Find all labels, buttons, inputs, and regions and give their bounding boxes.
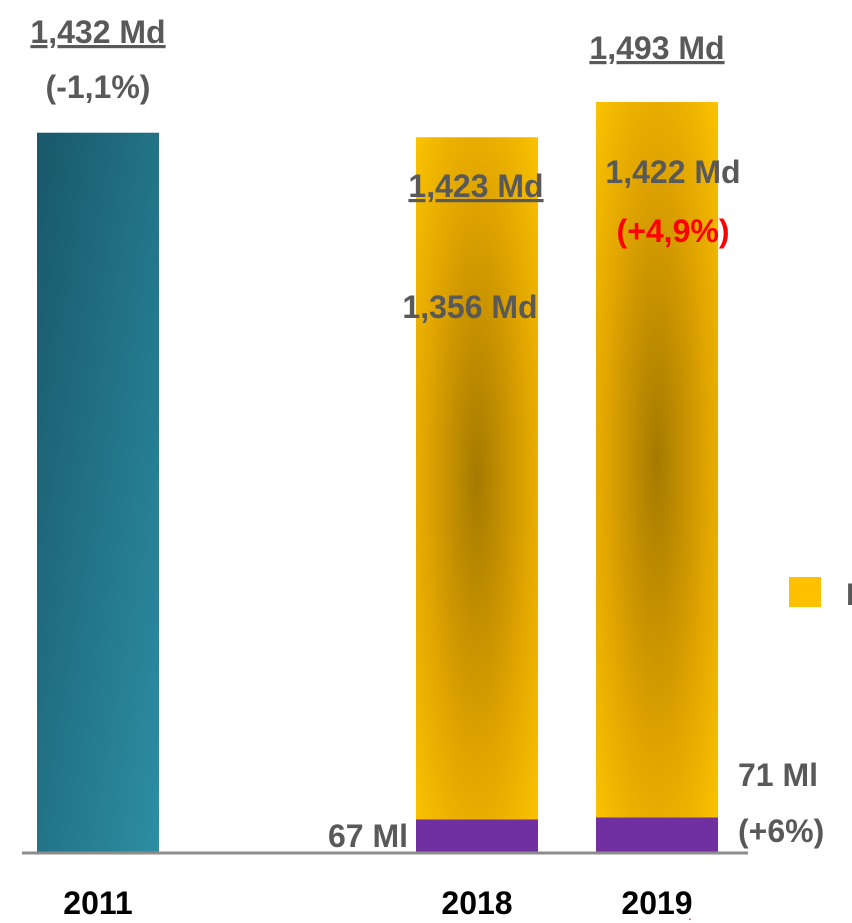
x-tick-label-2018: 2018 bbox=[441, 885, 512, 921]
bar-segment-yellow-2019 bbox=[596, 102, 718, 818]
total-label-2019: 1,493 Md bbox=[589, 30, 724, 66]
segment-label-purple-2018: 67 Ml bbox=[328, 818, 408, 854]
segment-label-yellow-2019: 1,422 Md bbox=[605, 154, 740, 190]
segment-change-yellow-2019: (+4,9%) bbox=[617, 213, 730, 249]
x-tick-label-2019: 2019 bbox=[621, 885, 692, 921]
legend-swatch bbox=[789, 577, 821, 607]
bar-segment-purple-2019 bbox=[596, 817, 718, 853]
red-mark: . bbox=[688, 907, 692, 923]
total-label-2018: 1,423 Md bbox=[408, 168, 543, 204]
legend-label: l bbox=[846, 579, 852, 612]
segment-label-purple-2019: 71 Ml bbox=[738, 757, 818, 793]
segment-change-purple-2019: (+6%) bbox=[738, 813, 824, 849]
bar-segment-purple-2018 bbox=[416, 819, 538, 853]
total-label-2011: 1,432 Md bbox=[30, 14, 165, 50]
bar-2011-2011 bbox=[37, 132, 159, 854]
bar-segment-yellow-2018 bbox=[416, 137, 538, 820]
x-tick-label-2011: 2011 bbox=[63, 885, 132, 921]
segment-label-yellow-2018: 1,356 Md bbox=[402, 289, 537, 325]
total-change-2011: (-1,1%) bbox=[46, 69, 151, 105]
